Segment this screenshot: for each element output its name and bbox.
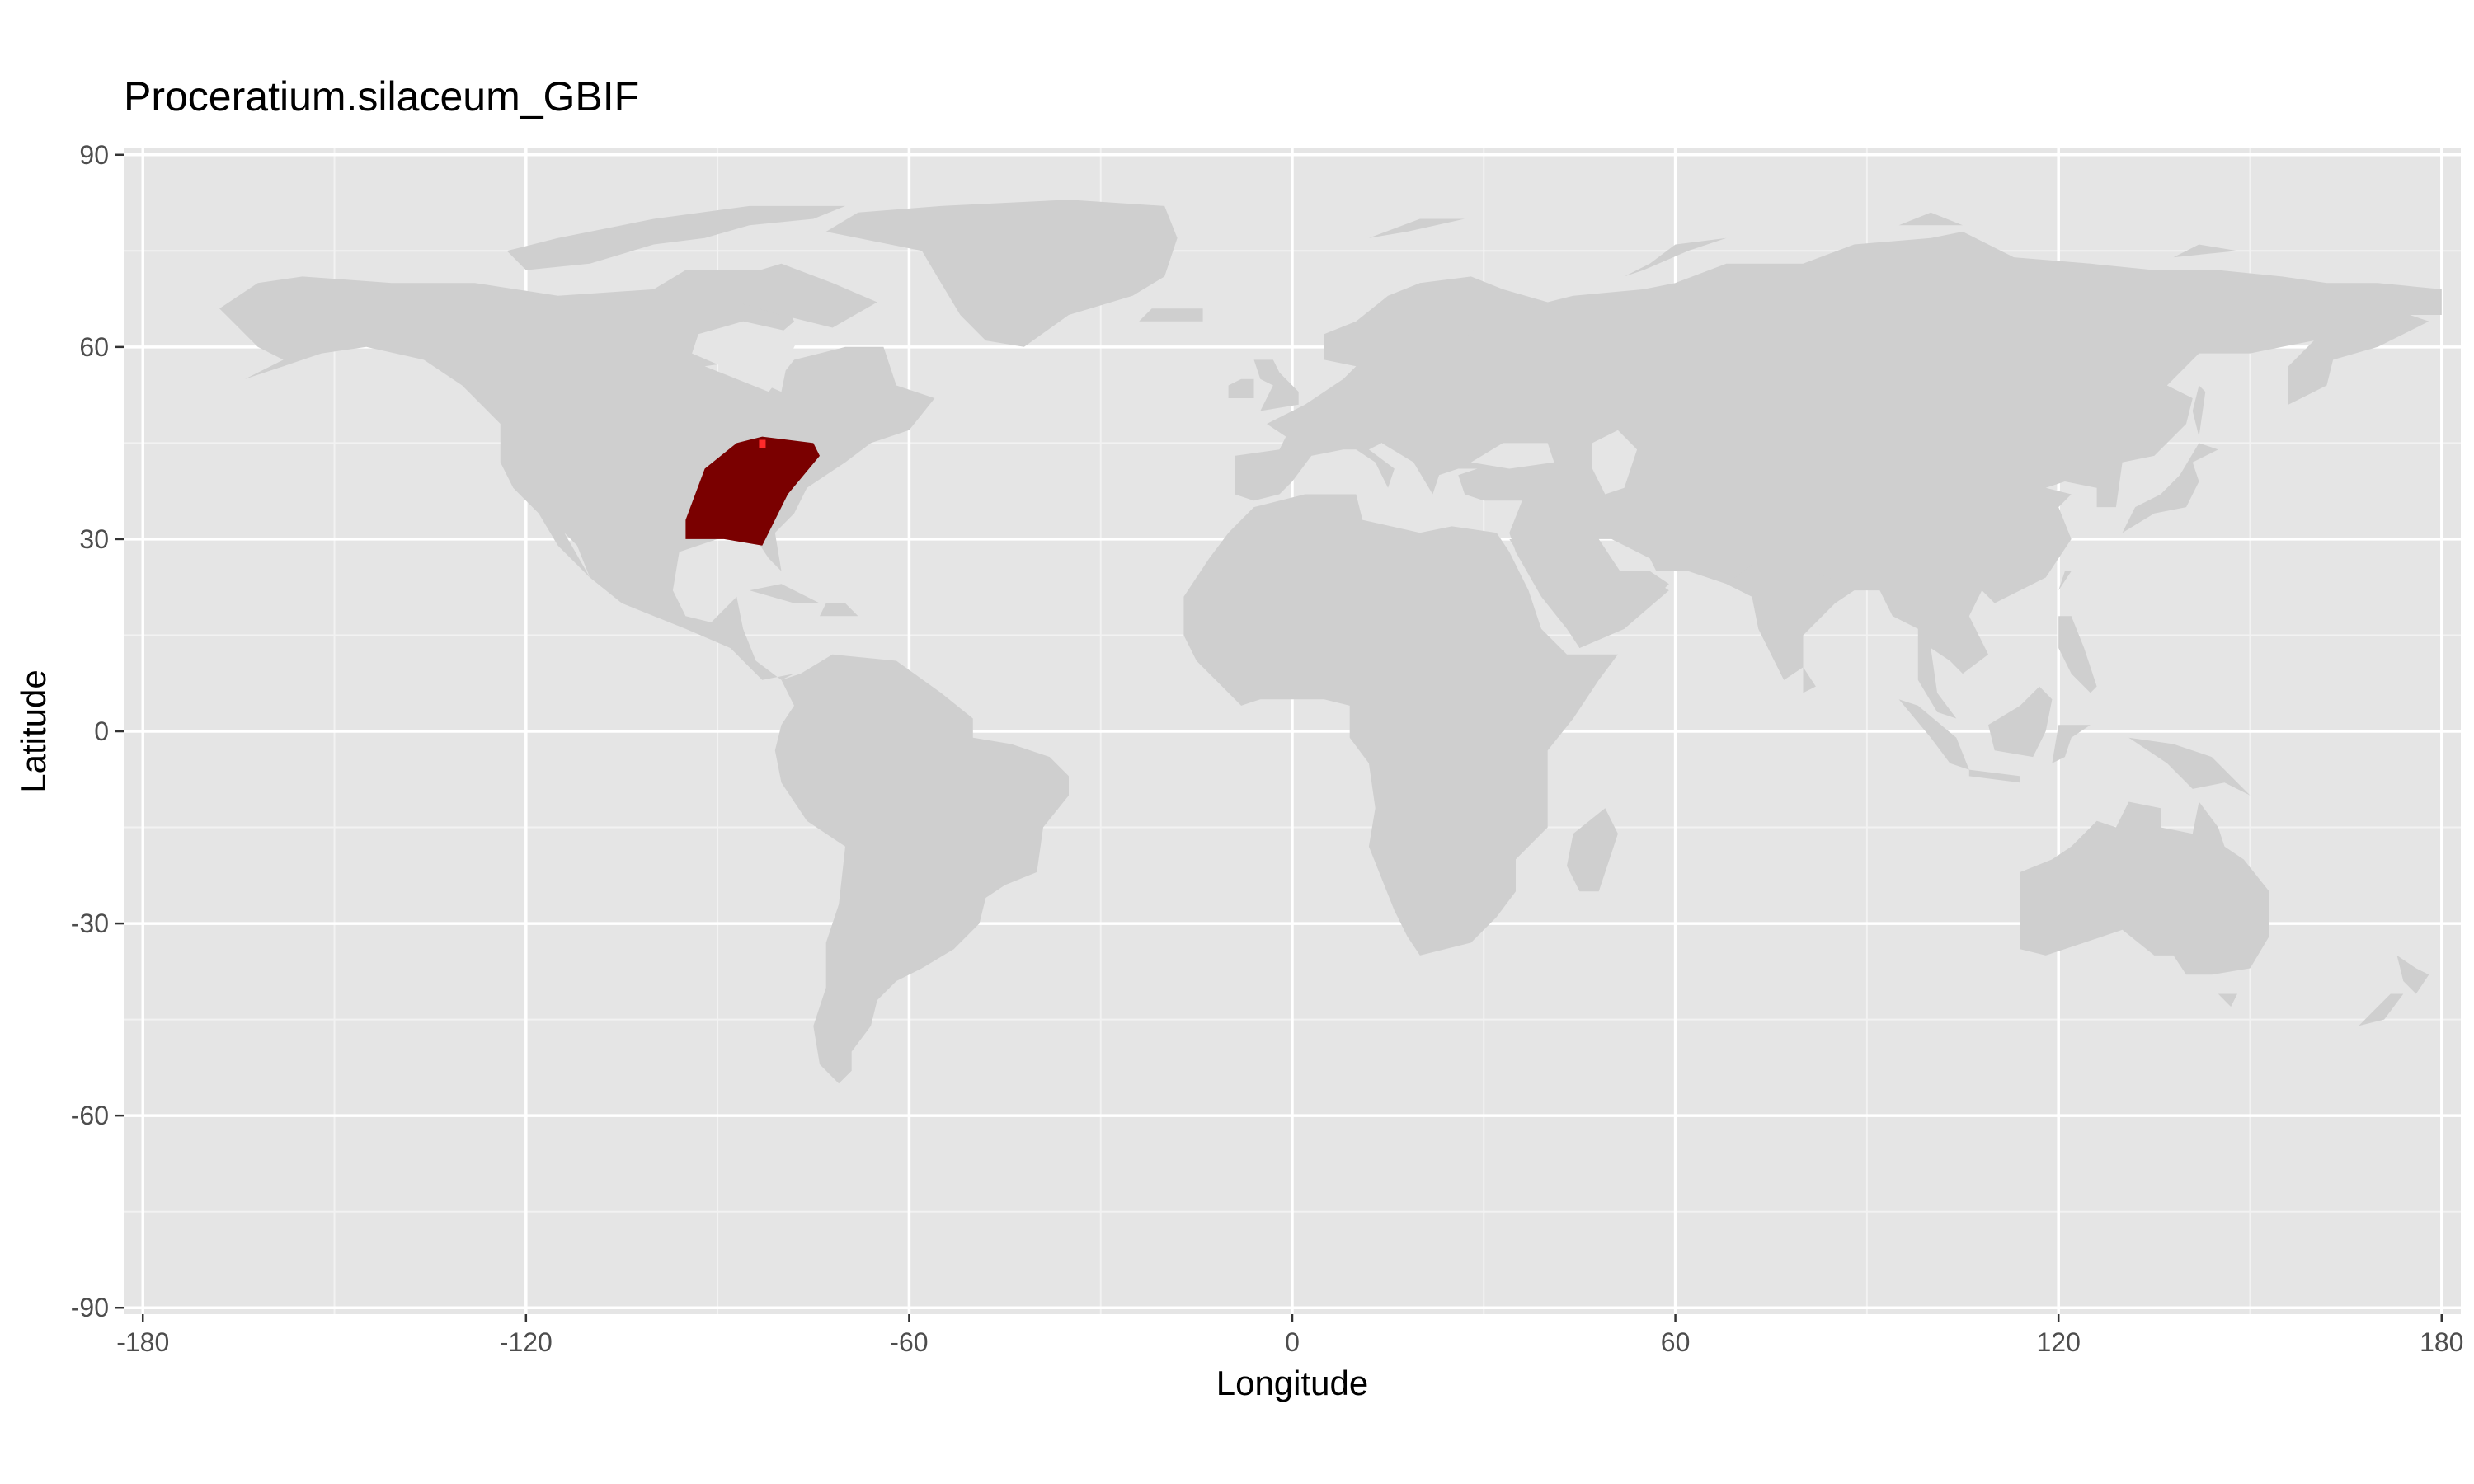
- x-tick-label: -60: [890, 1327, 928, 1357]
- south-america-land: [774, 654, 1069, 1084]
- y-tick-label: 60: [79, 332, 109, 362]
- caspian-hole-water: [1592, 430, 1638, 495]
- sumatra-land: [1898, 699, 1969, 770]
- new-guinea-land: [2128, 737, 2251, 796]
- svalbard-land: [1368, 218, 1465, 238]
- x-tick-label: 0: [1285, 1327, 1300, 1357]
- x-tick-label: -120: [500, 1327, 553, 1357]
- new-siberian-land: [2173, 244, 2237, 258]
- x-tick-label: 180: [2420, 1327, 2463, 1357]
- occurrence-hotspot: [759, 439, 766, 448]
- eurasia-land: [1235, 232, 2442, 719]
- greenland-land: [825, 200, 1178, 347]
- iceland-land: [1139, 308, 1203, 322]
- madagascar-land: [1567, 808, 1618, 892]
- uk-land: [1253, 359, 1299, 411]
- y-tick-label: 0: [94, 716, 109, 746]
- y-tick-label: 90: [79, 140, 109, 170]
- severnaya-land: [1898, 212, 1963, 226]
- x-axis-ticks: -180 -120 -60 0 60 120 180: [116, 1314, 2463, 1357]
- tasmania-land: [2218, 993, 2237, 1007]
- y-tick-label: -90: [71, 1293, 109, 1322]
- japan-land: [2122, 443, 2218, 533]
- hudson-hole-water: [692, 321, 801, 392]
- scandinavia-n-land: [1394, 283, 1490, 347]
- sakhalin-land: [2192, 385, 2206, 437]
- land-masses: [219, 200, 2442, 1084]
- x-axis-title: Longitude: [1216, 1364, 1369, 1402]
- north-america-land: [219, 270, 935, 680]
- philippines-land: [2058, 616, 2097, 693]
- x-tick-label: 120: [2036, 1327, 2080, 1357]
- sri-lanka-land: [1803, 667, 1816, 693]
- black-sea-hole-water: [1470, 443, 1554, 469]
- y-axis-title: Latitude: [14, 669, 53, 792]
- australia-land: [2020, 801, 2269, 975]
- arabia-land: [1509, 538, 1669, 648]
- java-land: [1968, 769, 2020, 783]
- y-axis-ticks: 90 60 30 0 -30 -60 -90: [71, 140, 124, 1322]
- x-tick-label: -180: [116, 1327, 169, 1357]
- sulawesi-land: [2052, 725, 2091, 763]
- cuba-land: [749, 584, 820, 603]
- y-tick-label: -30: [71, 909, 109, 938]
- india-land: [1726, 565, 1855, 680]
- canadian-arctic-1-land: [506, 205, 845, 270]
- new-zealand-n-land: [2396, 955, 2429, 994]
- africa-land: [1183, 494, 1618, 956]
- y-tick-label: -60: [71, 1101, 109, 1130]
- occurrence-range: [685, 436, 820, 546]
- novaya-zemlya-land: [1624, 237, 1727, 277]
- taiwan-land: [2058, 571, 2072, 591]
- ireland-land: [1228, 378, 1254, 398]
- hispaniola-land: [820, 603, 858, 617]
- borneo-land: [1988, 686, 2053, 758]
- canadian-arctic-2-land: [717, 263, 877, 328]
- plot-title: Proceratium.silaceum_GBIF: [124, 73, 640, 120]
- occurrence-range-polygon: [685, 436, 820, 546]
- y-tick-label: 30: [79, 524, 109, 554]
- new-zealand-s-land: [2359, 993, 2404, 1026]
- x-tick-label: 60: [1661, 1327, 1691, 1357]
